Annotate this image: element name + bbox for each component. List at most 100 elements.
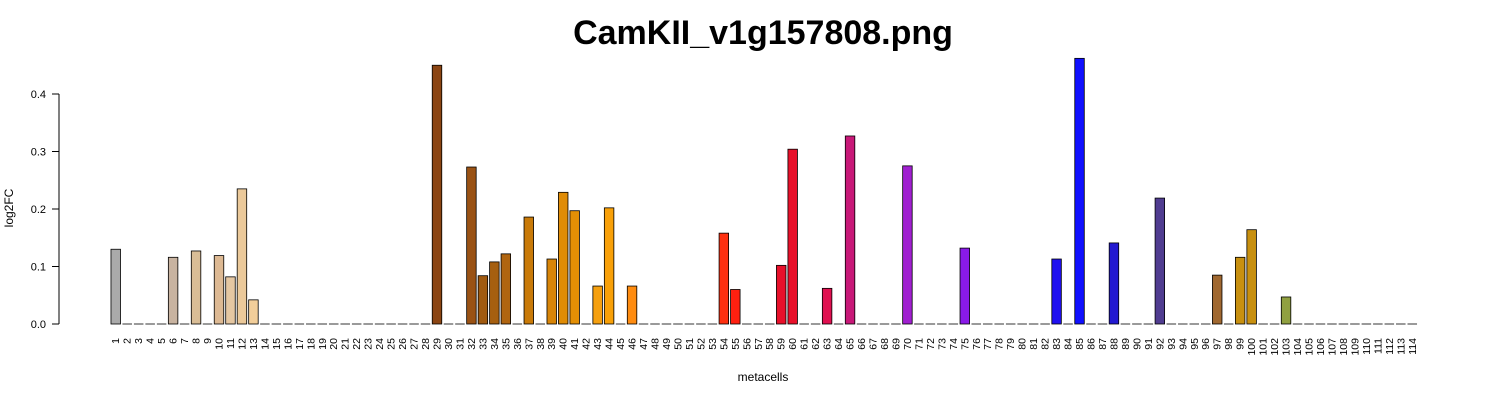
bar bbox=[1246, 229, 1257, 325]
x-tick-label: 5 bbox=[156, 338, 168, 344]
bar bbox=[626, 285, 638, 325]
x-tick-label: 60 bbox=[787, 338, 799, 350]
x-tick-label: 72 bbox=[925, 338, 937, 350]
x-tick-label: 35 bbox=[500, 338, 512, 350]
x-tick-label: 52 bbox=[695, 338, 707, 350]
x-tick-label: 113 bbox=[1395, 338, 1407, 355]
x-tick-label: 41 bbox=[569, 338, 581, 350]
x-tick-label: 34 bbox=[489, 338, 501, 350]
x-tick-label: 66 bbox=[856, 338, 868, 350]
bar bbox=[776, 264, 787, 325]
bar bbox=[110, 248, 121, 325]
x-axis-label: metacells bbox=[738, 370, 789, 384]
x-tick-label: 1 bbox=[110, 338, 122, 344]
x-tick-label: 86 bbox=[1086, 338, 1098, 350]
x-tick-label: 75 bbox=[959, 338, 971, 350]
x-tick-label: 114 bbox=[1407, 338, 1419, 355]
x-tick-label: 95 bbox=[1189, 338, 1201, 350]
x-tick-label: 105 bbox=[1304, 338, 1316, 356]
x-tick-label: 97 bbox=[1212, 338, 1224, 350]
x-tick-label: 91 bbox=[1143, 338, 1155, 350]
x-tick-label: 99 bbox=[1235, 338, 1247, 350]
bar bbox=[844, 135, 856, 325]
bar bbox=[500, 253, 512, 325]
x-tick-label: 26 bbox=[397, 338, 409, 350]
x-tick-label: 6 bbox=[168, 338, 180, 344]
x-tick-label: 54 bbox=[718, 338, 730, 350]
bar bbox=[902, 165, 913, 325]
x-tick-label: 61 bbox=[799, 338, 811, 350]
x-tick-label: 16 bbox=[282, 338, 294, 350]
x-tick-label: 84 bbox=[1063, 338, 1075, 350]
x-tick-label: 22 bbox=[351, 338, 363, 350]
bar bbox=[730, 289, 741, 325]
x-tick-label: 13 bbox=[248, 338, 260, 350]
x-tick-label: 45 bbox=[615, 338, 627, 350]
x-tick-label: 93 bbox=[1166, 338, 1178, 350]
x-tick-label: 56 bbox=[741, 338, 753, 350]
x-tick-label: 9 bbox=[202, 338, 214, 344]
x-tick-label: 83 bbox=[1051, 338, 1063, 350]
y-axis: 0.0 0.1 0.2 0.3 0.4 bbox=[31, 89, 60, 331]
x-tick-label: 102 bbox=[1269, 338, 1281, 356]
x-tick-label: 100 bbox=[1246, 338, 1258, 356]
x-tick-label: 109 bbox=[1349, 338, 1361, 356]
x-tick-label: 74 bbox=[948, 338, 960, 350]
bar bbox=[248, 299, 259, 325]
x-tick-label: 17 bbox=[294, 338, 306, 350]
bar bbox=[1074, 57, 1085, 325]
x-tick-label: 70 bbox=[902, 338, 914, 350]
x-tick-label: 57 bbox=[753, 338, 765, 350]
x-tick-label: 20 bbox=[328, 338, 340, 350]
x-tick-label: 111 bbox=[1372, 338, 1384, 354]
x-tick-label: 47 bbox=[638, 338, 650, 350]
bar bbox=[190, 250, 202, 325]
x-tick-label: 7 bbox=[179, 338, 191, 344]
x-tick-label: 15 bbox=[271, 338, 283, 350]
x-tick-label: 80 bbox=[1017, 338, 1029, 350]
x-tick-label: 76 bbox=[971, 338, 983, 350]
bar bbox=[489, 261, 500, 325]
x-tick-label: 38 bbox=[535, 338, 547, 350]
x-tick-label: 28 bbox=[420, 338, 432, 350]
bar bbox=[592, 285, 603, 325]
bar bbox=[167, 256, 179, 325]
x-tick-label: 33 bbox=[477, 338, 489, 350]
bar bbox=[1108, 242, 1120, 325]
x-tick-label: 82 bbox=[1040, 338, 1052, 350]
bars bbox=[110, 57, 1418, 325]
bar bbox=[546, 258, 557, 325]
x-tick-label: 51 bbox=[684, 338, 696, 350]
x-tick-label: 24 bbox=[374, 338, 386, 350]
x-tick-label: 69 bbox=[890, 338, 902, 350]
y-tick-label: 0.0 bbox=[31, 319, 46, 331]
bar bbox=[959, 247, 970, 325]
x-tick-label: 11 bbox=[225, 338, 237, 349]
bar bbox=[569, 210, 580, 325]
x-tick-label: 12 bbox=[236, 338, 248, 350]
x-tick-label: 14 bbox=[259, 338, 271, 350]
category-labels: 1 2 3 4 5 6 7 8 9 10 11 12 13 14 15 16 17 18 19 20 21 22 23 24 2… bbox=[110, 338, 1419, 356]
x-tick-label: 112 bbox=[1384, 338, 1396, 355]
bar bbox=[821, 287, 833, 325]
x-tick-label: 96 bbox=[1200, 338, 1212, 350]
bar bbox=[1051, 258, 1062, 325]
y-tick-label: 0.3 bbox=[31, 147, 46, 159]
x-tick-label: 4 bbox=[145, 338, 157, 344]
x-tick-label: 78 bbox=[994, 338, 1006, 350]
x-tick-label: 50 bbox=[672, 338, 684, 350]
x-tick-label: 103 bbox=[1281, 338, 1293, 356]
x-tick-label: 40 bbox=[558, 338, 570, 350]
bar bbox=[1212, 274, 1223, 325]
bar bbox=[1234, 256, 1246, 325]
bar bbox=[1154, 197, 1166, 325]
x-tick-label: 27 bbox=[409, 338, 421, 350]
x-tick-label: 37 bbox=[523, 338, 535, 350]
bar bbox=[236, 188, 248, 325]
x-tick-label: 108 bbox=[1338, 338, 1350, 356]
y-tick-label: 0.1 bbox=[31, 262, 46, 274]
bar bbox=[558, 191, 569, 325]
x-tick-label: 110 bbox=[1361, 338, 1373, 355]
x-tick-label: 39 bbox=[546, 338, 558, 350]
